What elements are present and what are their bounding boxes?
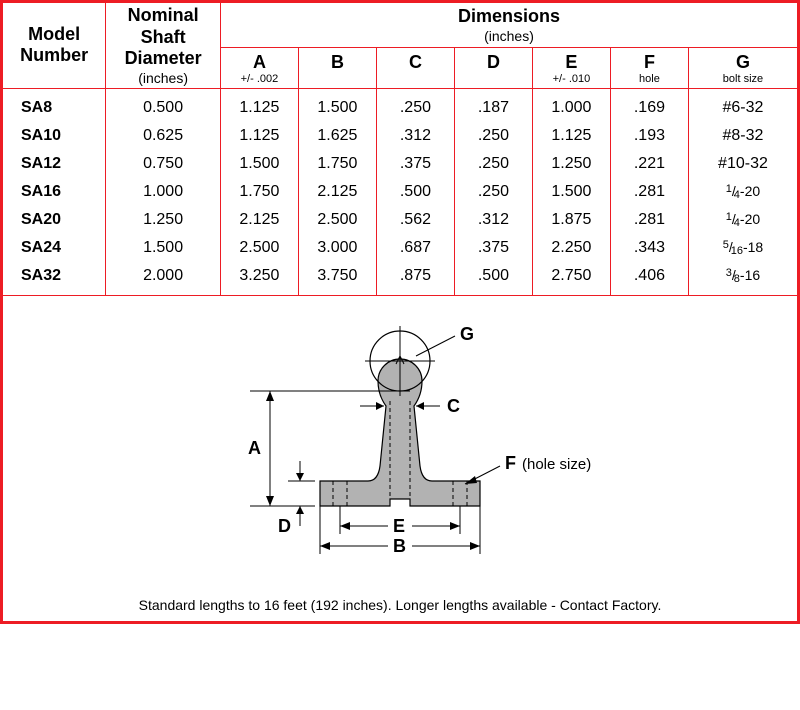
col-hdr-C: C xyxy=(376,48,454,88)
cell-E: 1.875 xyxy=(532,206,610,234)
cell-F: .221 xyxy=(610,150,688,178)
cell-D: .500 xyxy=(454,262,532,296)
cell-A: 1.750 xyxy=(220,178,298,206)
hdr-dims: Dimensions xyxy=(225,6,793,28)
row-SA32: SA322.0003.2503.750.875.5002.750.4063/8-… xyxy=(3,262,798,296)
svg-text:E: E xyxy=(393,516,405,536)
cell-G: #8-32 xyxy=(688,122,797,150)
cell-C: .687 xyxy=(376,234,454,262)
cell-B: 3.750 xyxy=(298,262,376,296)
hdr-dims-unit: (inches) xyxy=(225,28,793,44)
cell-A: 2.500 xyxy=(220,234,298,262)
diagram-cell: G C A xyxy=(3,295,798,621)
cell-E: 1.500 xyxy=(532,178,610,206)
row-SA16: SA161.0001.7502.125.500.2501.500.2811/4-… xyxy=(3,178,798,206)
cell-model: SA10 xyxy=(3,122,106,150)
cell-shaft: 1.500 xyxy=(106,234,221,262)
cell-D: .312 xyxy=(454,206,532,234)
cell-C: .375 xyxy=(376,150,454,178)
cell-A: 1.125 xyxy=(220,122,298,150)
lbl-G: G xyxy=(460,324,474,344)
cell-F: .343 xyxy=(610,234,688,262)
cell-D: .250 xyxy=(454,122,532,150)
dim-E: E xyxy=(340,506,460,536)
svg-text:B: B xyxy=(393,536,406,556)
cell-B: 1.750 xyxy=(298,150,376,178)
spec-panel: ModelNumber NominalShaftDiameter (inches… xyxy=(0,0,800,624)
dim-D: D xyxy=(278,461,315,536)
cell-G: 5/16-18 xyxy=(688,234,797,262)
col-hdr-A: A+/- .002 xyxy=(220,48,298,88)
cell-shaft: 2.000 xyxy=(106,262,221,296)
cell-C: .562 xyxy=(376,206,454,234)
cell-model: SA20 xyxy=(3,206,106,234)
row-SA24: SA241.5002.5003.000.687.3752.250.3435/16… xyxy=(3,234,798,262)
cell-shaft: 0.500 xyxy=(106,88,221,122)
cell-B: 1.625 xyxy=(298,122,376,150)
cell-G: #10-32 xyxy=(688,150,797,178)
row-SA10: SA100.6251.1251.625.312.2501.125.193#8-3… xyxy=(3,122,798,150)
cell-G: #6-32 xyxy=(688,88,797,122)
cell-shaft: 0.625 xyxy=(106,122,221,150)
row-SA12: SA120.7501.5001.750.375.2501.250.221#10-… xyxy=(3,150,798,178)
cell-shaft: 1.250 xyxy=(106,206,221,234)
cell-G: 3/8-16 xyxy=(688,262,797,296)
row-SA20: SA201.2502.1252.500.562.3121.875.2811/4-… xyxy=(3,206,798,234)
hdr-model: ModelNumber xyxy=(7,24,101,67)
cell-G: 1/4-20 xyxy=(688,178,797,206)
cell-E: 2.250 xyxy=(532,234,610,262)
cell-B: 2.500 xyxy=(298,206,376,234)
cell-E: 2.750 xyxy=(532,262,610,296)
cell-A: 3.250 xyxy=(220,262,298,296)
col-hdr-E: E+/- .010 xyxy=(532,48,610,88)
cell-D: .250 xyxy=(454,150,532,178)
col-hdr-B: B xyxy=(298,48,376,88)
cell-E: 1.250 xyxy=(532,150,610,178)
dim-F: F (hole size) xyxy=(465,453,591,484)
hdr-shaft: NominalShaftDiameter xyxy=(110,5,216,70)
svg-text:A: A xyxy=(248,438,261,458)
cell-A: 2.125 xyxy=(220,206,298,234)
cell-model: SA16 xyxy=(3,178,106,206)
col-hdr-D: D xyxy=(454,48,532,88)
svg-text:(hole size): (hole size) xyxy=(522,456,591,473)
cell-D: .250 xyxy=(454,178,532,206)
cell-model: SA24 xyxy=(3,234,106,262)
cell-shaft: 0.750 xyxy=(106,150,221,178)
col-hdr-G: Gbolt size xyxy=(688,48,797,88)
cell-F: .193 xyxy=(610,122,688,150)
cell-model: SA12 xyxy=(3,150,106,178)
cell-G: 1/4-20 xyxy=(688,206,797,234)
cell-C: .250 xyxy=(376,88,454,122)
cell-E: 1.000 xyxy=(532,88,610,122)
cell-A: 1.125 xyxy=(220,88,298,122)
cell-C: .875 xyxy=(376,262,454,296)
cell-C: .312 xyxy=(376,122,454,150)
svg-text:D: D xyxy=(278,516,291,536)
cell-shaft: 1.000 xyxy=(106,178,221,206)
row-SA8: SA80.5001.1251.500.250.1871.000.169#6-32 xyxy=(3,88,798,122)
cell-B: 1.500 xyxy=(298,88,376,122)
svg-text:C: C xyxy=(447,396,460,416)
hdr-shaft-unit: (inches) xyxy=(110,70,216,86)
cell-B: 2.125 xyxy=(298,178,376,206)
rail-diagram: G C A xyxy=(120,306,680,586)
cell-F: .281 xyxy=(610,206,688,234)
cell-D: .187 xyxy=(454,88,532,122)
cell-F: .406 xyxy=(610,262,688,296)
cell-E: 1.125 xyxy=(532,122,610,150)
cell-A: 1.500 xyxy=(220,150,298,178)
cell-F: .169 xyxy=(610,88,688,122)
svg-text:F: F xyxy=(505,453,516,473)
cell-F: .281 xyxy=(610,178,688,206)
cell-D: .375 xyxy=(454,234,532,262)
spec-table: ModelNumber NominalShaftDiameter (inches… xyxy=(2,2,798,622)
cell-C: .500 xyxy=(376,178,454,206)
col-hdr-F: Fhole xyxy=(610,48,688,88)
cell-model: SA32 xyxy=(3,262,106,296)
cell-B: 3.000 xyxy=(298,234,376,262)
cell-model: SA8 xyxy=(3,88,106,122)
footnote: Standard lengths to 16 feet (192 inches)… xyxy=(3,597,797,613)
